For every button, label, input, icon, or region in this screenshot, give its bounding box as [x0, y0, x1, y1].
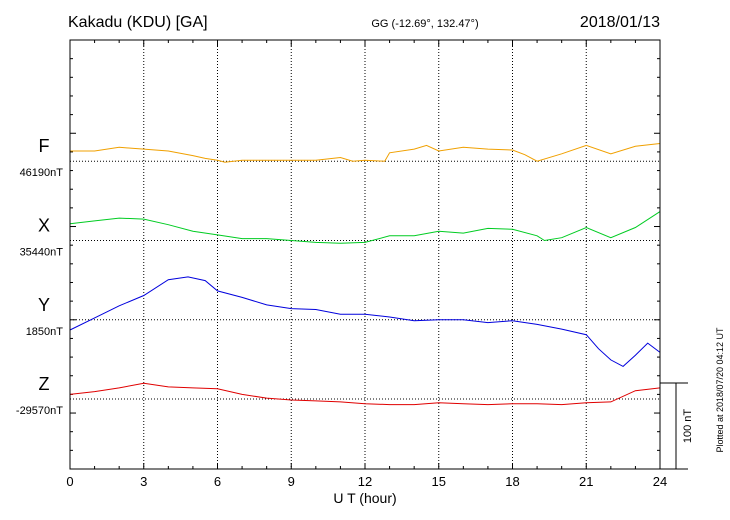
series-labels: F 46190nT X 35440nT Y 1850nT Z -29570nT: [16, 136, 63, 417]
plot-timestamp: Plotted at 2018/07/20 04:12 UT: [715, 327, 725, 453]
series-baseline-y: 1850nT: [26, 326, 64, 338]
series-name-x: X: [38, 216, 50, 236]
series-name-y: Y: [38, 295, 50, 315]
station-coords: GG (-12.69°, 132.47°): [371, 18, 478, 30]
x-tick-label: 24: [653, 474, 667, 489]
series-line-z: [69, 382, 661, 406]
series-baseline-x: 35440nT: [20, 247, 64, 259]
scale-bar-label: 100 nT: [682, 409, 694, 444]
station-title: Kakadu (KDU) [GA]: [68, 14, 208, 31]
chart-date: 2018/01/13: [580, 14, 660, 31]
x-tick-label: 18: [505, 474, 519, 489]
x-tick-label: 21: [579, 474, 593, 489]
series-baseline-z: -29570nT: [16, 405, 63, 417]
x-tick-label: 15: [432, 474, 446, 489]
grid: [143, 40, 587, 469]
series-line-y: [69, 276, 661, 368]
series-line-f: [70, 143, 661, 163]
series-line-x: [69, 211, 661, 244]
x-tick-label: 3: [140, 474, 147, 489]
x-tick-label: 12: [358, 474, 372, 489]
series-name-f: F: [39, 136, 50, 156]
x-axis-label: U T (hour): [333, 490, 396, 506]
series-lines: [69, 143, 661, 406]
scale-bar: 100 nT: [660, 382, 694, 470]
series-baseline-f: 46190nT: [20, 167, 64, 179]
plot-frame: [69, 39, 661, 470]
series-name-z: Z: [39, 374, 50, 394]
x-tick-label: 0: [66, 474, 73, 489]
x-tick-label: 6: [214, 474, 221, 489]
baselines: [70, 160, 660, 400]
axis-ticks: 0 3 6 9 12 15 18 21 24: [66, 39, 667, 489]
x-tick-label: 9: [288, 474, 295, 489]
